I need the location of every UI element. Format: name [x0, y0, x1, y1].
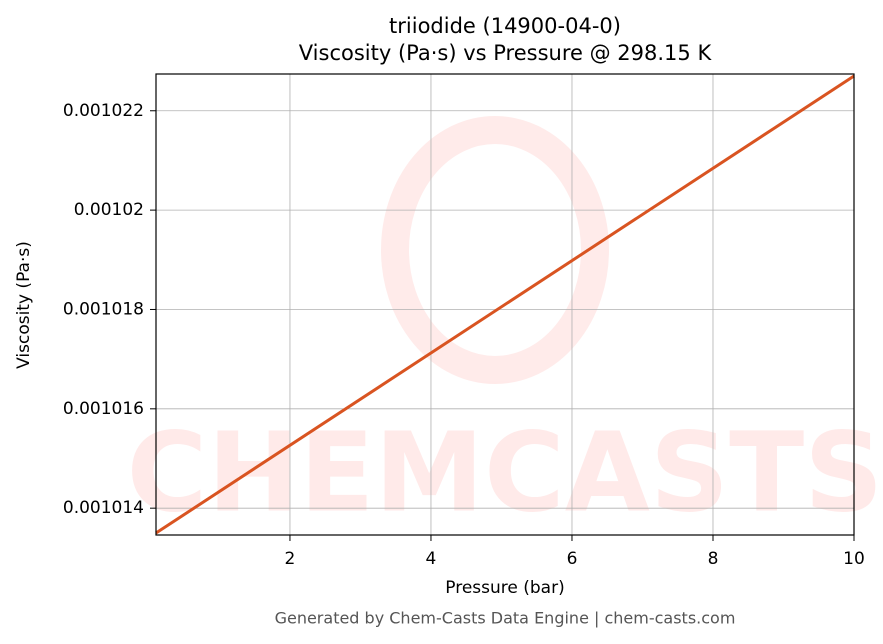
watermark: CHEMCASTS	[127, 116, 883, 536]
chart-title: triiodide (14900-04-0)	[389, 14, 621, 38]
plot-frame	[155, 73, 855, 536]
x-tick-label: 4	[426, 549, 437, 569]
y-axis-label: Viscosity (Pa·s)	[14, 241, 34, 369]
svg-text:CHEMCASTS: CHEMCASTS	[127, 408, 883, 536]
y-tick-label: 0.001018	[63, 299, 144, 319]
x-tick-label: 6	[567, 549, 578, 569]
data-line	[155, 74, 855, 535]
x-tick-label: 8	[708, 549, 719, 569]
chart-subtitle: Viscosity (Pa·s) vs Pressure @ 298.15 K	[299, 41, 713, 65]
x-axis-label: Pressure (bar)	[445, 578, 564, 598]
y-tick-label: 0.001014	[63, 498, 144, 518]
x-tick-label: 2	[285, 549, 296, 569]
x-tick-label: 10	[843, 549, 865, 569]
y-tick-label: 0.00102	[74, 200, 144, 220]
y-tick-label: 0.001016	[63, 399, 144, 419]
y-tick-label: 0.001022	[63, 101, 144, 121]
footer: Generated by Chem-Casts Data Engine | ch…	[275, 609, 736, 628]
